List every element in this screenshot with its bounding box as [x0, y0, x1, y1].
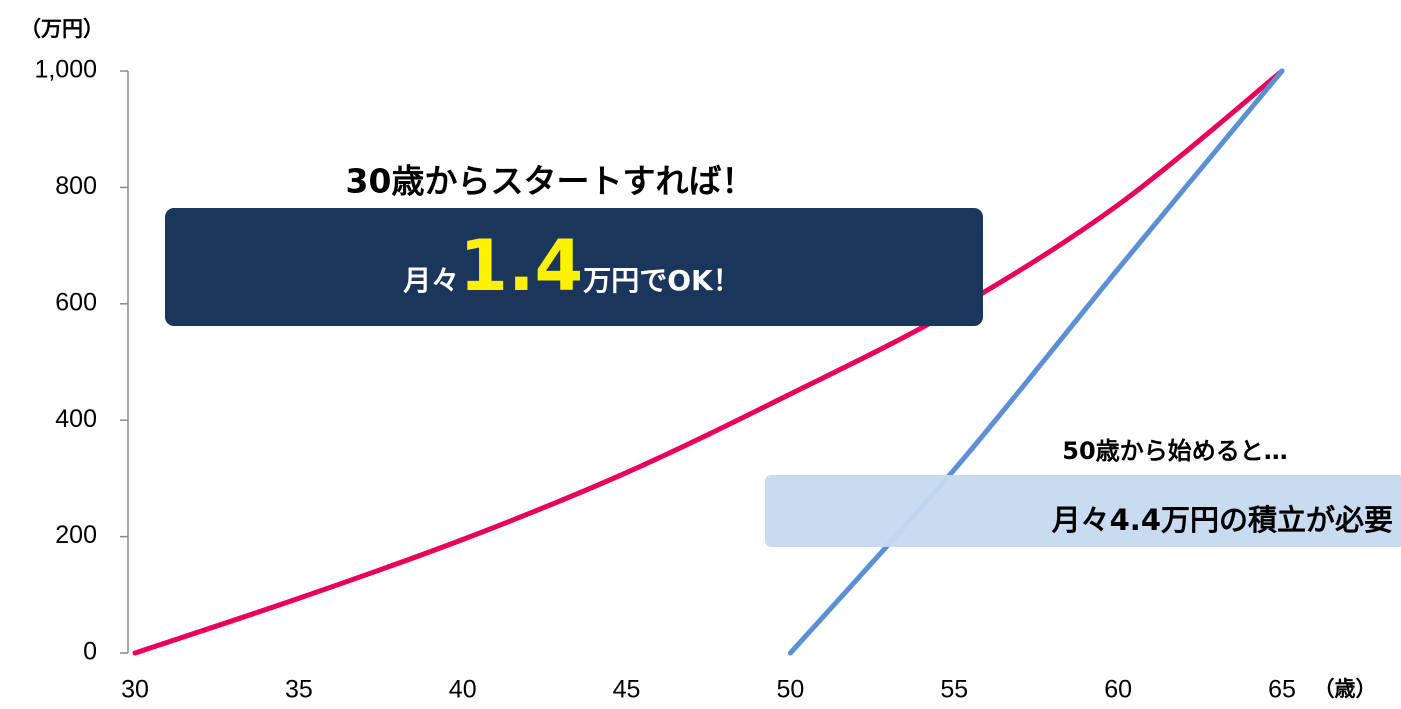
callout-text: 月々4.4万円の積立が必要	[1051, 503, 1393, 537]
x-axis-label: （歳）	[1314, 677, 1377, 701]
callout-prefix: 月々	[402, 264, 459, 297]
x-tick-label: 40	[449, 676, 477, 704]
y-tick-label: 600	[55, 288, 97, 316]
annotation: 30歳からスタートすれば！	[346, 162, 755, 201]
x-tick-label: 60	[1104, 676, 1132, 704]
line-series	[787, 68, 1285, 656]
y-tick-label: 400	[55, 405, 97, 433]
callout-suffix: 万円でOK！	[583, 264, 741, 297]
x-tick-label: 35	[285, 676, 313, 704]
callout-amount: 1.4	[459, 225, 583, 307]
callout-text: 月々1.4万円でOK！	[402, 225, 741, 307]
x-tick-label: 55	[940, 676, 968, 704]
y-tick-label: 800	[55, 172, 97, 200]
line-series	[132, 68, 1285, 656]
x-tick-label: 65	[1268, 676, 1296, 704]
y-tick-label: 200	[55, 521, 97, 549]
y-tick-label: 1,000	[34, 56, 97, 84]
callout-box	[165, 208, 983, 326]
y-axis-label: （万円）	[20, 17, 104, 41]
y-tick-label: 0	[83, 638, 97, 666]
annotation: 50歳から始めると…	[1062, 437, 1287, 465]
plot	[120, 68, 1285, 656]
x-tick-label: 50	[777, 676, 805, 704]
x-tick-label: 45	[613, 676, 641, 704]
x-tick-label: 30	[121, 676, 149, 704]
callout-box	[765, 475, 1401, 547]
